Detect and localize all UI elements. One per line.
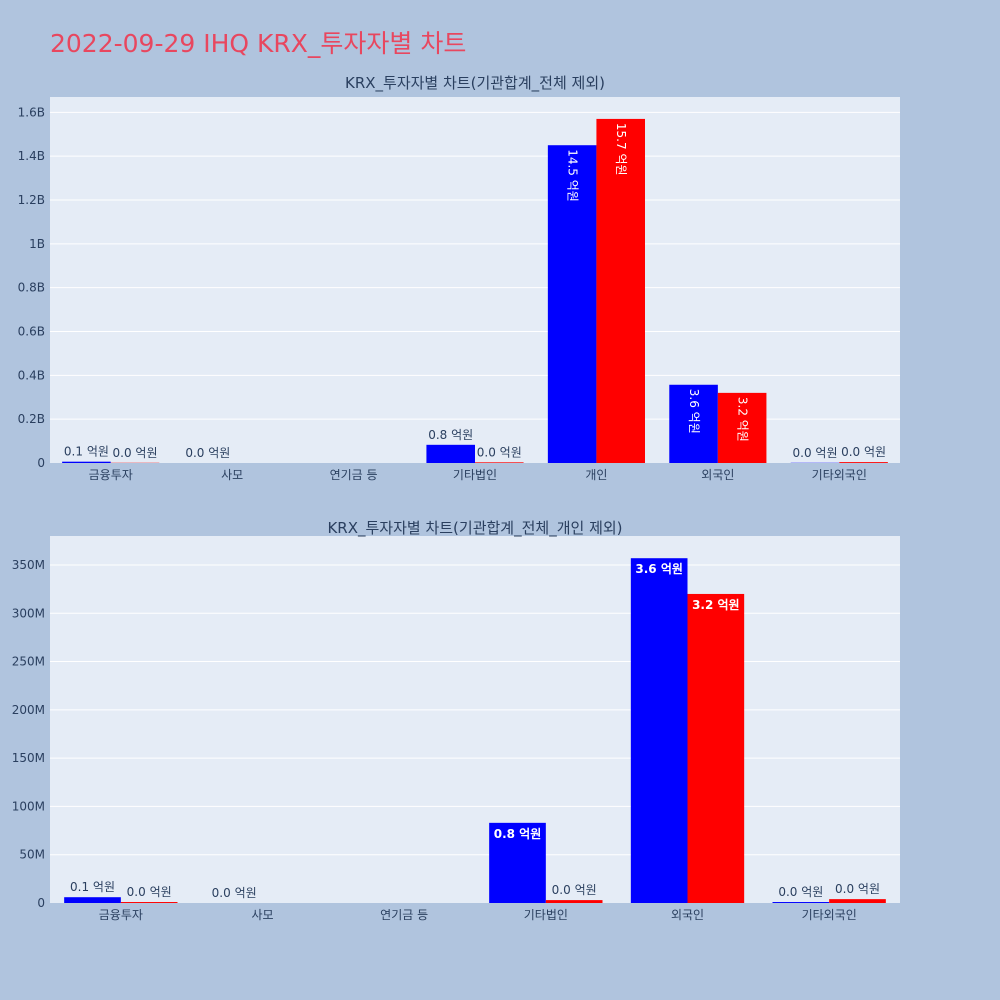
data-label: 3.6 억원 xyxy=(687,389,701,434)
bar xyxy=(669,384,718,463)
bar xyxy=(772,902,830,903)
x-tick-label: 기타법인 xyxy=(453,468,497,482)
page-title: 2022-09-29 IHQ KRX_투자자별 차트 xyxy=(50,29,467,58)
data-label: 0.0 억원 xyxy=(113,446,158,460)
y-tick-label: 1.4B xyxy=(18,149,45,163)
data-label: 0.0 억원 xyxy=(835,882,880,896)
data-label: 14.5 억원 xyxy=(566,149,580,202)
data-label: 0.0 억원 xyxy=(212,886,257,900)
plot-area xyxy=(50,97,900,463)
bar xyxy=(717,392,767,463)
x-tick-label: 금융투자 xyxy=(89,468,133,482)
data-label: 0.1 억원 xyxy=(64,445,109,459)
y-tick-label: 0 xyxy=(37,896,45,910)
y-tick-label: 0.8B xyxy=(18,281,45,295)
x-tick-label: 기타법인 xyxy=(524,908,568,922)
data-label: 0.0 억원 xyxy=(841,445,886,459)
y-tick-label: 0.2B xyxy=(18,412,45,426)
y-tick-label: 1.2B xyxy=(18,193,45,207)
x-tick-label: 연기금 등 xyxy=(330,468,378,482)
y-tick-label: 1B xyxy=(29,237,45,251)
data-label: 0.0 억원 xyxy=(552,883,597,897)
bar xyxy=(489,822,546,903)
y-tick-label: 0.6B xyxy=(18,325,45,339)
data-label: 0.0 억원 xyxy=(185,446,230,460)
data-label: 3.2 억원 xyxy=(692,598,740,612)
bar xyxy=(839,462,888,463)
bar xyxy=(62,461,111,463)
x-tick-label: 외국인 xyxy=(671,908,704,922)
data-label: 0.8 억원 xyxy=(428,428,473,442)
bar xyxy=(687,593,745,903)
y-tick-label: 200M xyxy=(12,703,45,717)
bar xyxy=(829,899,886,903)
chart-title: KRX_투자자별 차트(기관합계_전체_개인 제외) xyxy=(327,519,622,538)
data-label: 0.0 억원 xyxy=(778,885,823,899)
data-label: 0.0 억원 xyxy=(477,445,522,459)
bar xyxy=(545,900,603,903)
bar xyxy=(475,462,524,463)
plot-area xyxy=(50,536,900,903)
bar xyxy=(547,145,597,463)
chart-with-individuals: KRX_투자자별 차트(기관합계_전체 제외) 0 0.2B 0.4B 0.6B 0.8B… xyxy=(18,74,900,482)
bar xyxy=(64,897,121,903)
y-tick-label: 150M xyxy=(12,751,45,765)
y-tick-label: 0 xyxy=(37,456,45,470)
y-tick-label: 300M xyxy=(12,606,45,620)
data-label: 3.2 억원 xyxy=(736,397,750,442)
y-tick-label: 0.4B xyxy=(18,368,45,382)
x-tick-label: 개인 xyxy=(585,468,607,482)
y-tick-label: 1.6B xyxy=(18,105,45,119)
bar xyxy=(630,558,688,903)
x-tick-label: 사모 xyxy=(221,468,243,482)
data-label: 15.7 억원 xyxy=(614,123,628,176)
x-tick-label: 사모 xyxy=(251,908,273,922)
data-label: 0.1 억원 xyxy=(70,880,115,894)
bar xyxy=(426,444,475,463)
bar xyxy=(596,118,645,463)
chart-title: KRX_투자자별 차트(기관합계_전체 제외) xyxy=(345,74,605,93)
chart-without-individuals: KRX_투자자별 차트(기관합계_전체_개인 제외) 0 50M 100M 150M 20… xyxy=(12,519,900,922)
y-tick-label: 50M xyxy=(19,848,45,862)
data-label: 3.6 억원 xyxy=(635,562,683,576)
x-tick-label: 기타외국인 xyxy=(812,468,867,482)
x-tick-label: 연기금 등 xyxy=(380,908,428,922)
y-tick-label: 250M xyxy=(12,655,45,669)
y-tick-label: 100M xyxy=(12,799,45,813)
data-label: 0.0 억원 xyxy=(793,446,838,460)
x-tick-label: 금융투자 xyxy=(99,908,143,922)
y-tick-label: 350M xyxy=(12,558,45,572)
bar xyxy=(120,902,178,903)
x-tick-label: 기타외국인 xyxy=(802,908,857,922)
data-label: 0.8 억원 xyxy=(494,827,542,841)
data-label: 0.0 억원 xyxy=(127,885,172,899)
x-tick-label: 외국인 xyxy=(701,468,734,482)
